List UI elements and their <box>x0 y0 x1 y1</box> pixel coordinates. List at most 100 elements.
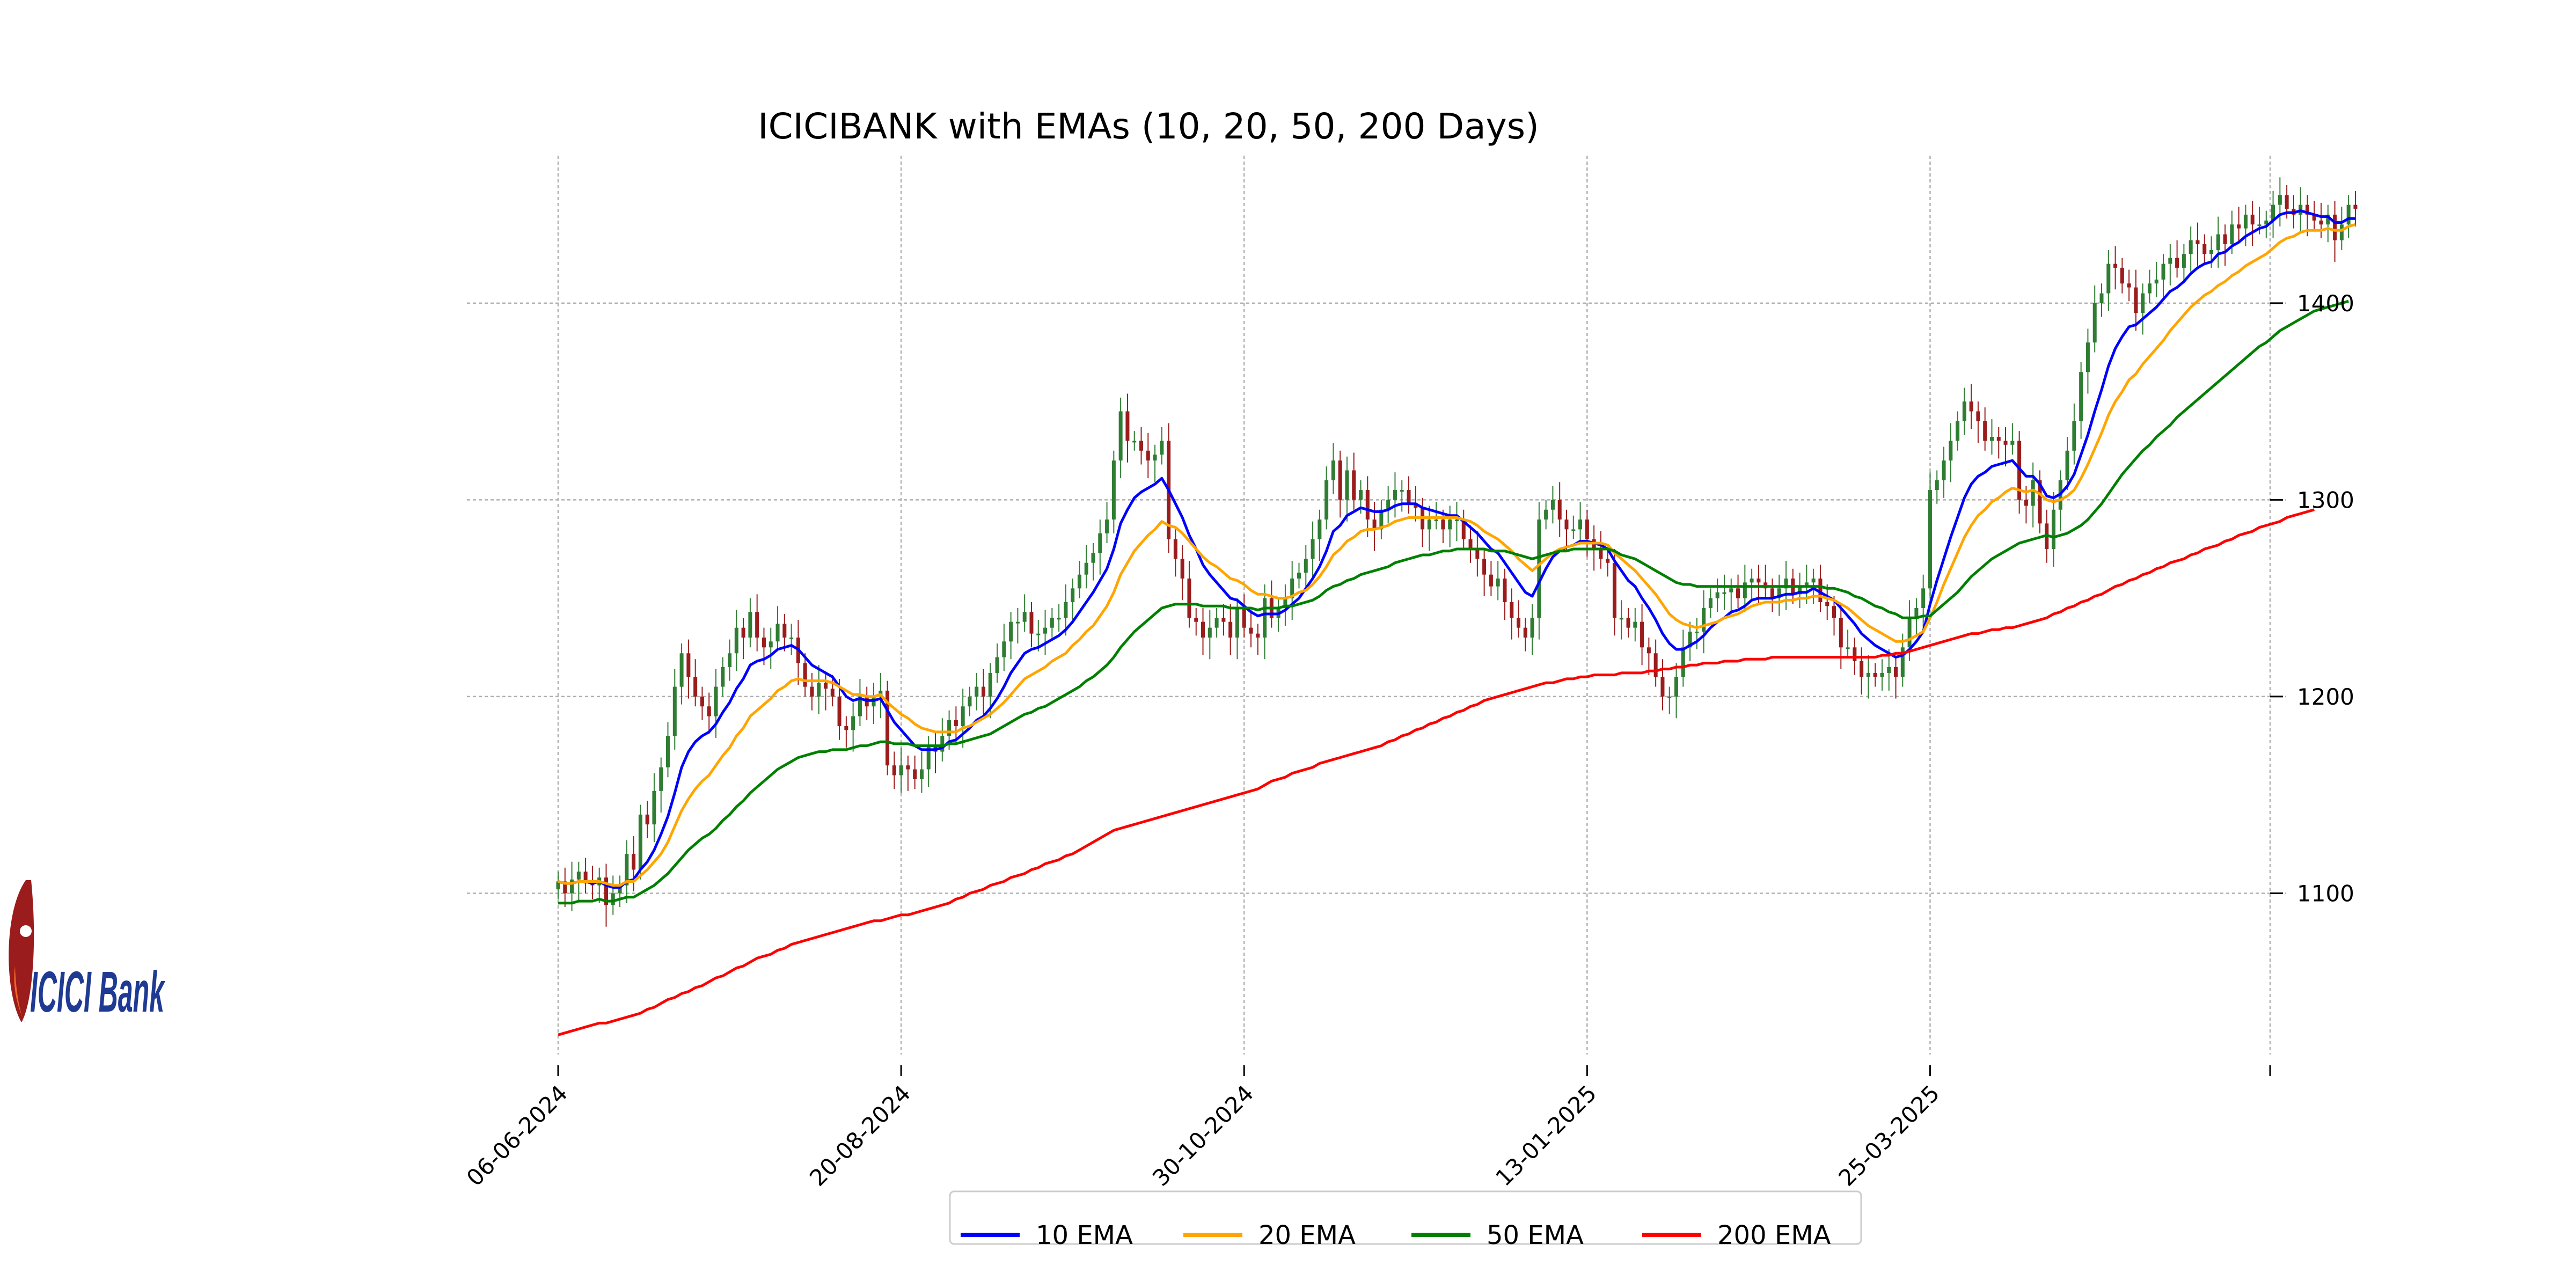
candle-body <box>1811 579 1816 583</box>
candle-body <box>1098 533 1102 553</box>
candle-body <box>961 706 965 726</box>
candle-body <box>2209 250 2214 254</box>
candle-body <box>1550 500 1555 510</box>
x-tick-label: 13-01-2025 <box>1490 1080 1601 1191</box>
ema-line-50-ema <box>558 299 2349 905</box>
logo-text: ICICI Bank <box>30 959 165 1024</box>
candle-body <box>1297 573 1301 579</box>
candle-body <box>1407 490 1411 504</box>
candle-body <box>1804 582 1809 587</box>
candle-body <box>1496 579 1500 587</box>
ema-line-200-ema <box>558 508 2315 1036</box>
candle-body <box>2339 224 2344 240</box>
y-axis: 1100 1200 1300 1400 <box>2270 290 2354 906</box>
candle-body <box>2052 509 2056 550</box>
candle-body <box>1187 579 1191 618</box>
chart-title: ICICIBANK with EMAs (10, 20, 50, 200 Day… <box>758 106 1539 147</box>
candle-body <box>1956 421 1960 441</box>
candle-body <box>1517 618 1521 628</box>
candle-body <box>659 767 663 791</box>
candle-body <box>995 657 999 673</box>
icici-bank-logo: ICICI Bank <box>9 880 165 1024</box>
candle-body <box>2250 214 2255 225</box>
candle-body <box>892 765 896 775</box>
candle-body <box>672 686 677 736</box>
candle-body <box>1345 470 1349 500</box>
candle-body <box>1818 579 1823 603</box>
candle-body <box>782 624 787 638</box>
candle-body <box>2147 283 2151 294</box>
candle-body <box>1585 519 1589 539</box>
candle-body <box>1736 588 1740 598</box>
candle-body <box>885 690 890 766</box>
legend-box <box>949 1190 1862 1245</box>
candle-body <box>1194 618 1198 622</box>
candle-body <box>1523 627 1527 638</box>
candle-body <box>1318 519 1322 539</box>
ema-line-20-ema <box>558 223 2356 887</box>
candle-body <box>1324 480 1329 520</box>
candle-body <box>1022 612 1027 622</box>
candle-body <box>1962 401 1966 421</box>
candle-body <box>1503 579 1507 603</box>
candle-body <box>1043 627 1048 634</box>
candle-body <box>1777 588 1781 598</box>
candle-body <box>1633 621 1637 628</box>
x-tick-label: 20-08-2024 <box>804 1080 916 1191</box>
candle-body <box>858 696 862 716</box>
candle-body <box>2079 372 2083 421</box>
legend-item-10-ema: 10 EMA <box>961 1220 1133 1250</box>
candle-body <box>1729 588 1733 592</box>
candle-body <box>954 720 958 726</box>
candle-body <box>1928 490 1932 589</box>
candle-body <box>844 726 848 730</box>
candle-body <box>2353 204 2358 209</box>
candle-body <box>1667 696 1672 698</box>
candle-body <box>1537 519 1541 618</box>
candle-body <box>748 612 752 638</box>
candle-body <box>823 683 828 689</box>
candle-body <box>556 881 560 890</box>
candle-body <box>851 716 855 730</box>
candle-body <box>1853 647 1857 661</box>
candle-body <box>714 686 718 716</box>
candle-body <box>1228 621 1233 638</box>
candle-body <box>2189 240 2193 254</box>
candle-body <box>679 653 684 687</box>
candlesticks <box>556 177 2358 927</box>
candle-body <box>1674 677 1679 697</box>
candle-body <box>1578 519 1583 530</box>
candle-body <box>1105 519 1109 533</box>
candle-body <box>721 667 725 687</box>
candle-body <box>1050 618 1054 628</box>
candle-body <box>1599 549 1603 559</box>
candle-body <box>700 696 704 707</box>
candle-body <box>2127 283 2131 288</box>
candle-body <box>1084 562 1088 575</box>
candle-body <box>1009 621 1013 642</box>
candle-body <box>2141 293 2145 313</box>
candle-body <box>2216 234 2220 250</box>
candle-body <box>1695 631 1699 633</box>
legend-item-20-ema: 20 EMA <box>1183 1220 1356 1250</box>
candle-body <box>583 872 588 884</box>
candle-body <box>906 765 910 770</box>
candle-body <box>1263 598 1267 638</box>
candle-body <box>1359 490 1363 500</box>
x-tick-label: 06-06-2024 <box>462 1080 573 1191</box>
candle-body <box>604 877 608 905</box>
candle-body <box>1702 608 1706 632</box>
candle-body <box>1750 579 1754 583</box>
candle-body <box>1125 411 1130 441</box>
candle-body <box>2305 204 2309 215</box>
legend-label: 10 EMA <box>1036 1220 1133 1250</box>
candle-body <box>1510 602 1514 618</box>
candle-body <box>899 765 903 775</box>
candle-body <box>1921 588 1926 608</box>
candle-body <box>1989 437 1994 441</box>
candle-body <box>2154 279 2158 284</box>
candle-body <box>1839 618 1843 648</box>
candle-body <box>1111 460 1116 520</box>
candle-body <box>803 663 807 687</box>
